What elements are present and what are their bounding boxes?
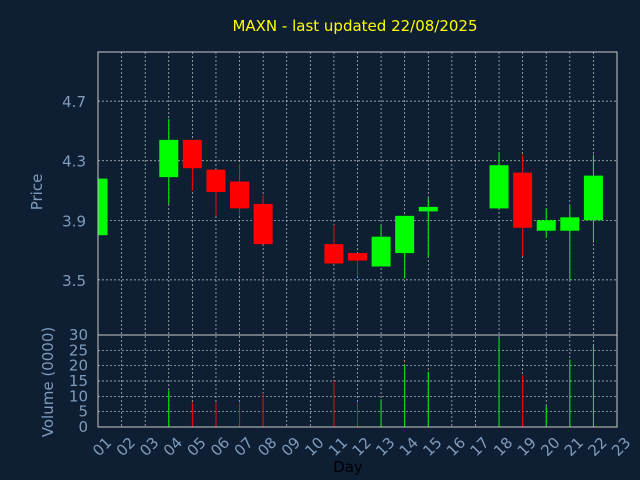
price-tick-label: 4.7 (62, 93, 86, 111)
candle-body (489, 165, 509, 209)
candle-body (159, 139, 179, 178)
volume-tick-label: 10 (69, 387, 88, 405)
candle-body (583, 175, 603, 221)
volume-tick-label: 25 (69, 341, 88, 359)
x-axis: 0102030405060708091011121314151617181920… (89, 434, 634, 460)
candle-body (418, 206, 438, 212)
price-tick-label: 3.9 (62, 212, 86, 230)
chart-title: MAXN - last updated 22/08/2025 (232, 17, 477, 35)
price-panel: 3.5 3.9 4.3 4.7 (62, 51, 618, 427)
volume-axis-label: Volume (0000) (39, 327, 57, 437)
price-tick-label: 4.3 (62, 153, 86, 171)
candle-body (536, 220, 556, 231)
price-axis-label: Price (28, 174, 46, 211)
volume-tick-label: 15 (69, 372, 88, 390)
candle-body (253, 203, 273, 245)
volume-frame (97, 334, 618, 428)
candle-body (513, 172, 533, 228)
candle-body (230, 181, 250, 209)
candle-body (348, 253, 367, 261)
volume-tick-label: 5 (78, 403, 88, 421)
candle-body (98, 178, 108, 236)
volume-tick-label: 20 (69, 357, 88, 375)
candle-body (324, 244, 344, 264)
candle-body (206, 169, 226, 193)
candle-body (182, 139, 202, 169)
volume-tick-label: 0 (78, 418, 88, 436)
candle-body (560, 217, 580, 231)
x-axis-label: Day (333, 458, 363, 476)
candle-body (371, 236, 391, 267)
volume-tick-label: 30 (69, 326, 88, 344)
price-tick-label: 3.5 (62, 272, 86, 290)
candle-body (395, 215, 415, 254)
